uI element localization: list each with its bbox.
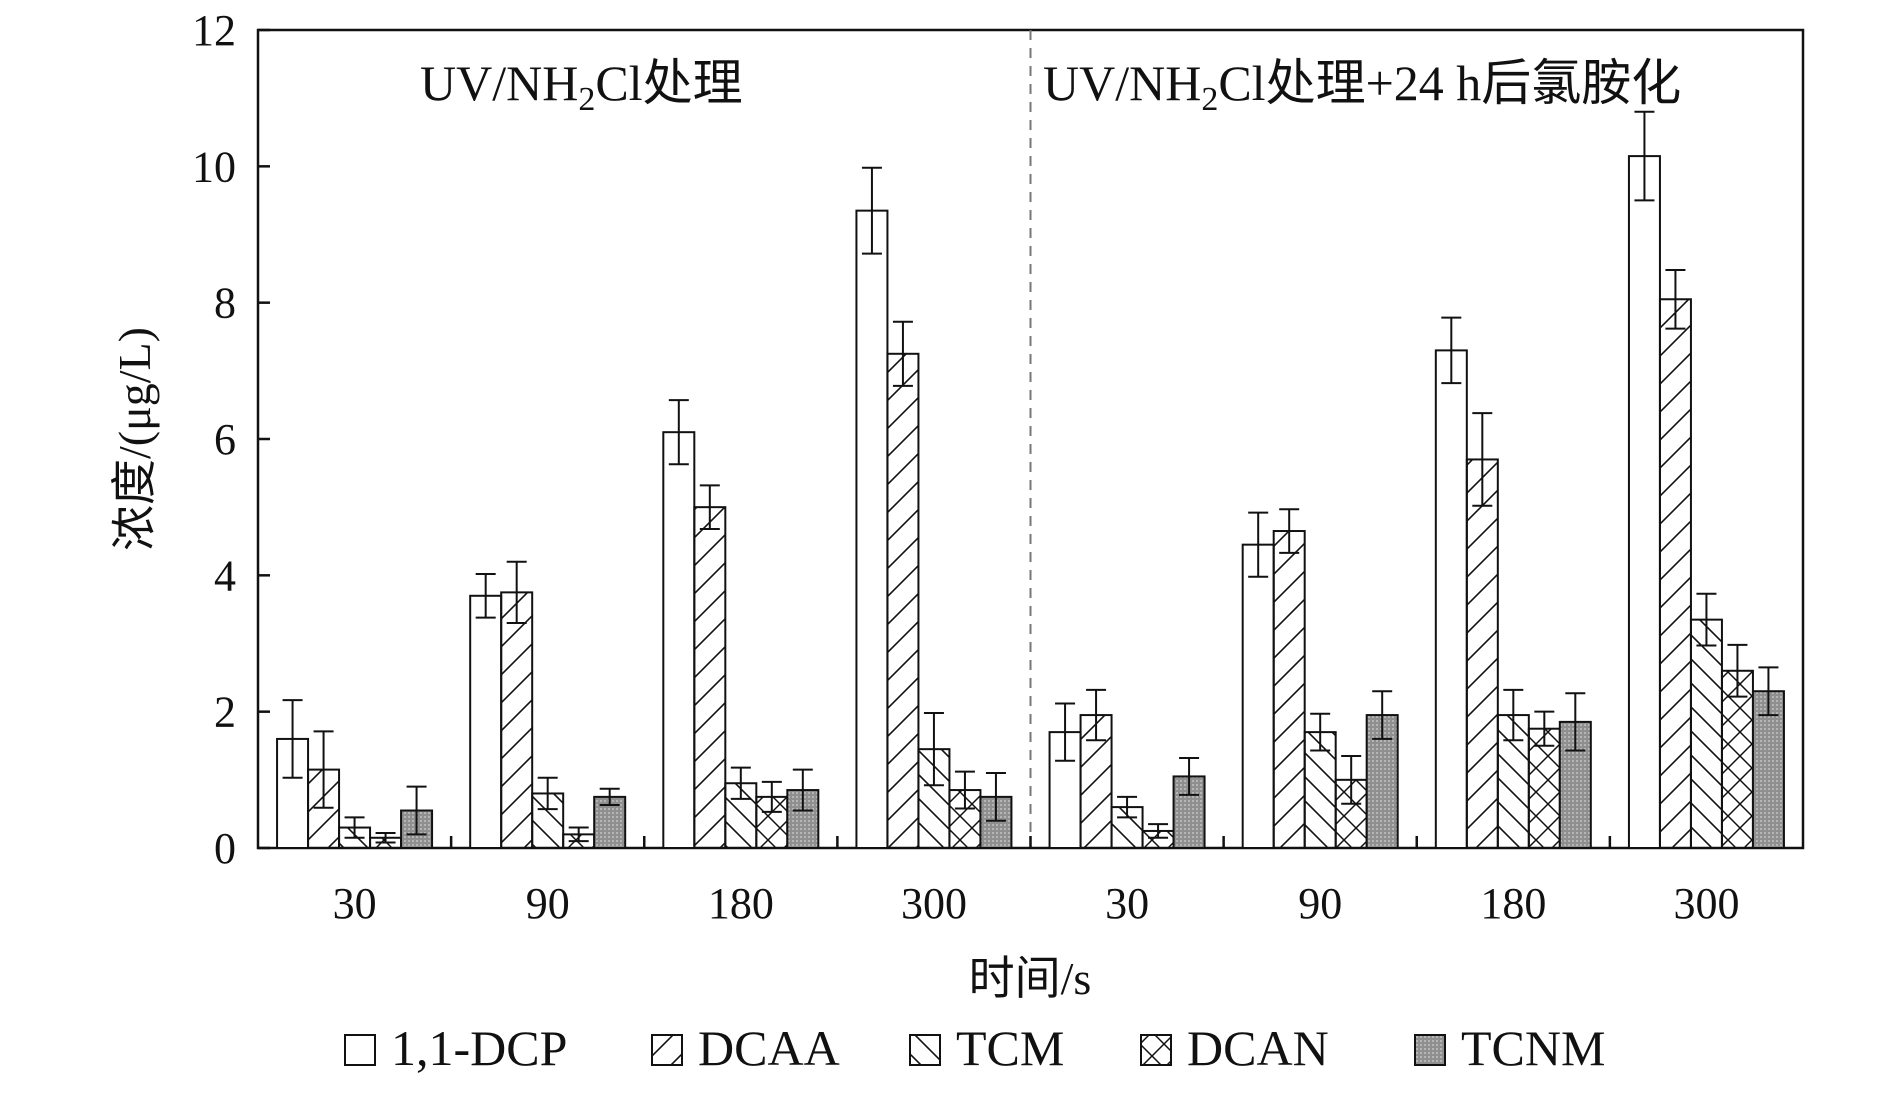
x-tick-label: 90	[1298, 879, 1342, 928]
error-bar	[282, 699, 303, 779]
x-tick-label: 30	[333, 879, 377, 928]
error-bar	[1441, 316, 1462, 385]
error-bar	[1179, 757, 1200, 796]
error-bar	[1758, 666, 1779, 717]
y-tick-label: 0	[214, 824, 236, 873]
error-bar	[475, 572, 496, 619]
error-bar	[1117, 795, 1138, 819]
error-bar	[1472, 412, 1493, 507]
error-bar	[761, 780, 782, 813]
error-bar	[923, 712, 944, 787]
error-bar	[699, 484, 720, 530]
error-bar	[313, 730, 334, 809]
bar-dcaa	[693, 506, 727, 849]
legend-swatch	[344, 1034, 376, 1066]
error-bar	[1148, 823, 1169, 839]
panel-title-right: UV/NH2Cl处理+24 h后氯胺化	[1043, 55, 1681, 118]
bar-dcaa	[500, 591, 534, 849]
legend-swatch	[1140, 1034, 1172, 1066]
error-bar	[861, 166, 882, 255]
error-bar	[730, 766, 751, 800]
error-bar	[1503, 688, 1524, 742]
bar-dcan	[755, 795, 789, 849]
error-bar	[1086, 688, 1107, 742]
y-tick-label: 8	[214, 279, 236, 328]
x-tick-label: 180	[1480, 879, 1546, 928]
bar-tcnm	[593, 795, 627, 849]
error-bar	[599, 787, 620, 807]
y-tick-label: 12	[192, 6, 236, 55]
legend-label: 1,1-DCP	[391, 1020, 567, 1076]
error-bar	[1665, 268, 1686, 330]
error-bar	[1310, 712, 1331, 752]
error-bar	[1696, 592, 1717, 647]
legend-label: TCNM	[1461, 1020, 1605, 1076]
bar-tcnm	[1751, 690, 1785, 850]
bar-1-1-dcp	[469, 594, 503, 849]
y-tick-label: 10	[192, 142, 236, 191]
error-bar	[406, 785, 427, 836]
legend-label: DCAN	[1187, 1020, 1329, 1076]
legend-swatch	[651, 1034, 683, 1066]
error-bar	[792, 768, 813, 812]
error-bar	[1372, 690, 1393, 740]
legend-item: 1,1-DCP	[344, 1020, 567, 1076]
legend-item: TCM	[909, 1020, 1064, 1076]
bar-tcm	[1689, 618, 1723, 849]
bar-dcaa	[886, 352, 920, 849]
error-bar	[506, 560, 527, 625]
error-bar	[1279, 508, 1300, 554]
error-bar	[568, 826, 589, 843]
error-bar	[1534, 710, 1555, 747]
x-tick-label: 90	[526, 879, 570, 928]
error-bar	[668, 399, 689, 466]
bar-1-1-dcp	[1627, 155, 1661, 849]
x-tick-label: 30	[1105, 879, 1149, 928]
error-bar	[344, 816, 365, 839]
bar-dcaa	[1465, 458, 1499, 849]
error-bar	[954, 770, 975, 810]
panel-title-left: UV/NH2Cl处理	[420, 55, 743, 118]
bar-1-1-dcp	[662, 431, 696, 849]
error-bar	[537, 776, 558, 811]
legend-item: DCAN	[1140, 1020, 1329, 1076]
legend-label: TCM	[956, 1020, 1064, 1076]
y-tick-label: 4	[214, 551, 236, 600]
x-tick-label: 180	[708, 879, 774, 928]
error-bar	[375, 832, 396, 844]
x-tick-label: 300	[901, 879, 967, 928]
x-axis-title: 时间/s	[969, 953, 1092, 1004]
error-bar	[1248, 511, 1269, 578]
legend-swatch	[909, 1034, 941, 1066]
legend-swatch	[1414, 1034, 1446, 1066]
legend-item: DCAA	[651, 1020, 840, 1076]
error-bar	[1565, 692, 1586, 752]
bar-dcaa	[1272, 530, 1306, 850]
error-bar	[1055, 702, 1076, 762]
error-bar	[1634, 110, 1655, 202]
x-tick-label: 300	[1673, 879, 1739, 928]
error-bar	[985, 772, 1006, 822]
y-axis-title: 浓度/(μg/L)	[109, 327, 160, 551]
x-axis: 30 90 180 300 30 90 180 300	[333, 836, 1739, 928]
y-axis: 0 2 4 6 8 10 12	[192, 6, 270, 873]
legend-item: TCNM	[1414, 1020, 1605, 1076]
error-bar	[892, 320, 913, 387]
bars-group	[276, 110, 1785, 850]
bar-1-1-dcp	[1434, 349, 1468, 849]
bar-dcaa	[1658, 298, 1692, 849]
legend-label: DCAA	[698, 1020, 840, 1076]
legend: 1,1-DCP DCAA TCM DCAN TCNM	[344, 1020, 1605, 1076]
error-bar	[1727, 643, 1748, 698]
y-tick-label: 2	[214, 688, 236, 737]
bar-1-1-dcp	[855, 209, 889, 849]
y-tick-label: 6	[214, 415, 236, 464]
bar-1-1-dcp	[1241, 543, 1275, 849]
error-bar	[1341, 754, 1362, 805]
